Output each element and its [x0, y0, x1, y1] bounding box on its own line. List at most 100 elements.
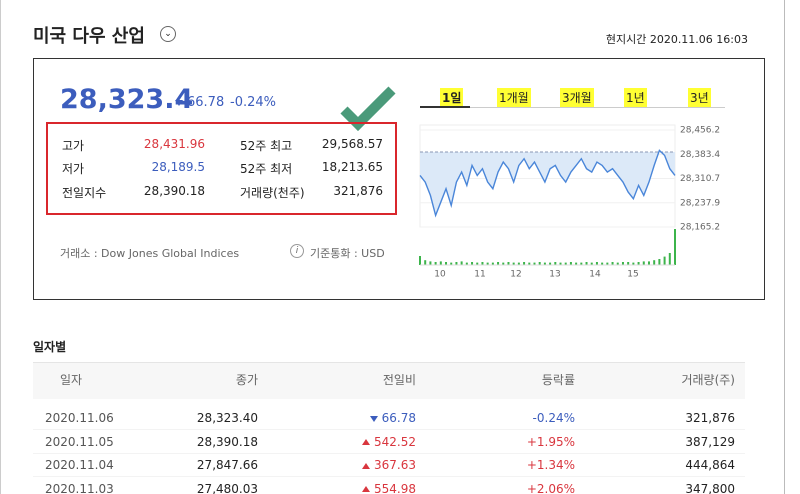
tab[interactable]: 1년	[624, 88, 647, 107]
tab[interactable]: 3년	[688, 88, 711, 107]
stat-label: 전일지수	[62, 186, 107, 200]
volume-bar	[663, 256, 666, 265]
volume-bar	[419, 256, 421, 265]
volume-bar	[476, 262, 479, 265]
date-cell: 2020.11.03	[45, 481, 114, 494]
currency: 기준통화 : USD	[310, 247, 385, 260]
volume-bar	[575, 262, 578, 265]
volume-cell: 387,129	[685, 434, 735, 449]
change-value: 66.78	[381, 411, 416, 425]
rate-cell: +2.06%	[526, 481, 575, 494]
y-tick-label: 28,237.9	[680, 198, 720, 208]
volume-bar	[450, 262, 453, 265]
stat-label: 저가	[62, 162, 85, 176]
column-header: 등락률	[541, 373, 575, 387]
change-cell: 367.63	[362, 458, 416, 472]
volume-bar	[658, 259, 661, 265]
arrow	[362, 462, 370, 469]
volume-bar	[512, 262, 515, 265]
volume-bar	[523, 262, 526, 265]
close-cell: 28,323.40	[196, 411, 258, 425]
row-line	[33, 476, 745, 477]
x-tick-label: 14	[589, 270, 601, 280]
volume-bar	[590, 262, 593, 265]
stat-value: 321,876	[333, 184, 383, 198]
tab[interactable]: 3개월	[560, 88, 594, 107]
volume-bar	[632, 262, 635, 265]
tab[interactable]: 1개월	[497, 88, 531, 107]
arrow	[362, 486, 370, 492]
date-cell: 2020.11.06	[45, 411, 114, 425]
stat-value: 18,213.65	[321, 160, 383, 174]
volume-bar	[481, 262, 484, 265]
volume-bar	[564, 262, 567, 265]
volume-bar	[507, 262, 510, 265]
info-icon[interactable]: i	[290, 244, 304, 258]
date-cell: 2020.11.05	[45, 434, 114, 449]
volume-bar	[668, 253, 671, 265]
volume-bar	[445, 262, 448, 265]
volume-bar	[434, 262, 437, 265]
arrow	[369, 415, 378, 422]
x-tick-label: 15	[627, 270, 638, 280]
tab-active-line	[420, 106, 470, 108]
stat-value: 29,568.57	[321, 137, 383, 151]
rate-cell: +1.34%	[526, 458, 575, 472]
row-line	[33, 452, 745, 454]
rate-cell: -0.24%	[532, 411, 575, 425]
check-mark	[340, 86, 396, 132]
stat-label: 52주 최고	[240, 139, 293, 153]
close-cell: 27,480.03	[196, 481, 258, 494]
stat-label: 52주 최저	[240, 162, 293, 176]
volume-bar	[502, 262, 505, 265]
volume-bar	[455, 262, 458, 265]
volume-bar	[585, 262, 588, 265]
y-tick-label: 28,383.4	[680, 150, 720, 160]
volume-bar	[460, 261, 463, 265]
row-line	[33, 429, 745, 430]
column-header: 거래량(주)	[681, 373, 735, 387]
volume-bar	[616, 262, 619, 265]
close-cell: 28,390.18	[196, 434, 258, 449]
column-header: 일자	[60, 373, 83, 387]
change-cell: 66.78	[369, 411, 416, 425]
volume-bar	[637, 262, 640, 265]
volume-bar	[611, 262, 614, 265]
change-cell: 542.52	[362, 435, 416, 449]
volume-bar	[429, 261, 432, 265]
price: 28,323.4	[60, 84, 194, 115]
volume-bar	[647, 261, 650, 265]
stat-value: 28,431.96	[143, 137, 205, 151]
y-tick-label: 28,310.7	[680, 174, 720, 184]
dropdown-button[interactable]: ⌄	[160, 26, 176, 42]
volume-bar	[595, 262, 598, 265]
volume-bar	[439, 261, 442, 265]
volume-bar	[549, 262, 552, 265]
stat-label: 고가	[62, 139, 85, 153]
x-tick-label: 13	[549, 270, 560, 280]
column-header: 종가	[235, 373, 258, 387]
arrow	[362, 439, 370, 445]
volume-bar	[497, 262, 500, 265]
tab[interactable]: 1일	[440, 88, 464, 107]
y-tick-label: 28,165.2	[680, 223, 720, 233]
volume-bar	[465, 262, 468, 265]
volume-bar	[517, 262, 520, 265]
table-header	[33, 362, 745, 399]
time: 현지시간 2020.11.06 16:03	[605, 33, 748, 46]
volume-bar	[627, 262, 630, 265]
rate: -0.24%	[230, 95, 276, 110]
volume-bar	[528, 262, 531, 265]
volume-bar	[559, 262, 562, 265]
title: 미국 다우 산업	[33, 26, 145, 47]
volume-bar	[606, 262, 609, 265]
volume-cell: 444,864	[685, 458, 735, 472]
volume-cell: 321,876	[685, 411, 735, 425]
stat-value: 28,390.18	[143, 184, 205, 198]
mini-chart: 28,456.2 28,383.4 28,310.7 28,237.9 28,165.2…	[419, 124, 720, 280]
volume-bar	[674, 229, 676, 265]
change-cell: 554.98	[362, 482, 416, 494]
rate-cell: +1.95%	[526, 434, 575, 449]
